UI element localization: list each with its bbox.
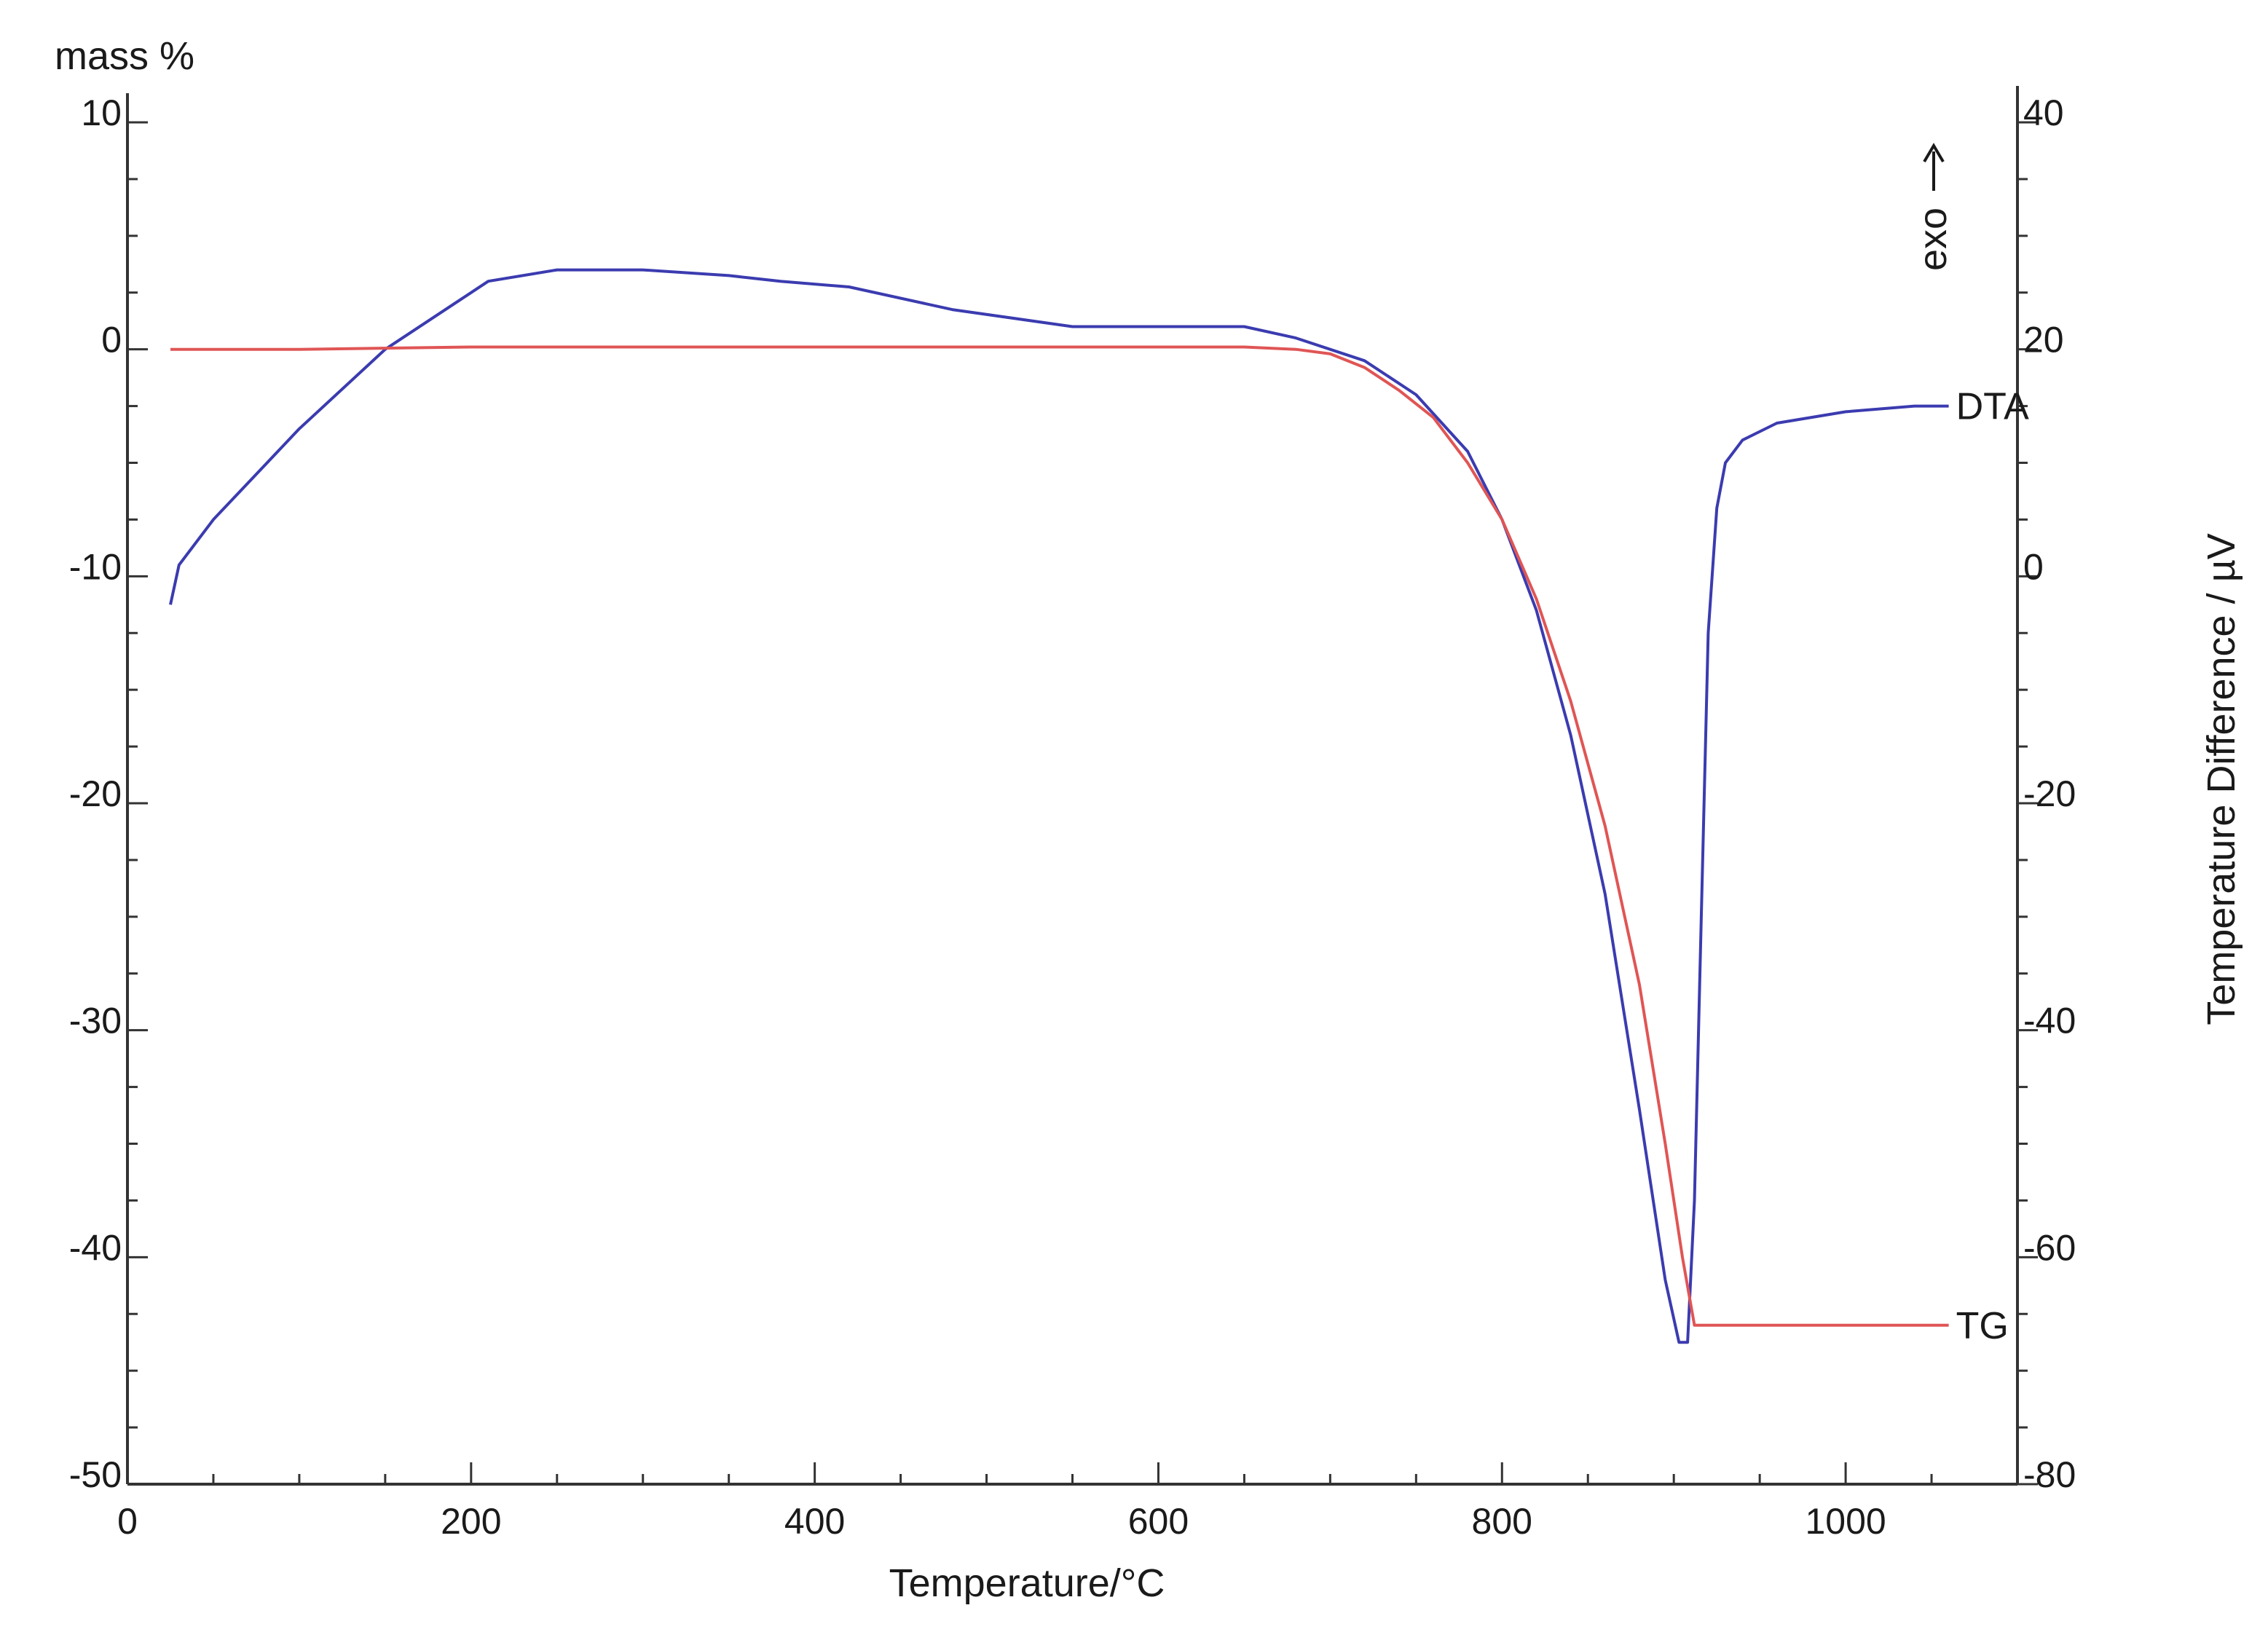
x-axis-label: Temperature/°C — [889, 1561, 1165, 1605]
series-layer: DTA TG — [169, 268, 2029, 1347]
y-left-tick-label: -10 — [69, 546, 122, 587]
tg-series-label: TG — [1956, 1305, 2009, 1347]
x-tick-label: 1000 — [1805, 1501, 1886, 1542]
x-tick-label: 200 — [441, 1501, 501, 1542]
x-tick-label: 600 — [1128, 1501, 1189, 1542]
x-tick-label: 400 — [784, 1501, 845, 1542]
x-ticks: 0 200 400 600 800 1000 — [117, 1462, 2019, 1542]
x-tick-label: 800 — [1472, 1501, 1532, 1542]
y-right-tick-label: -20 — [2023, 773, 2076, 814]
y-right-ticks: 40 20 0 -20 -40 -60 -80 — [2017, 92, 2076, 1495]
y-right-tick-label: -60 — [2023, 1227, 2076, 1268]
axes — [126, 86, 2019, 1486]
y-left-tick-label: 0 — [101, 320, 122, 360]
y-left-label: mass % — [55, 34, 194, 78]
y-left-ticks: 10 0 -10 -20 -30 -40 -50 — [69, 92, 148, 1495]
exo-arrow-head — [1923, 143, 1945, 163]
exo-annotation: exo — [1911, 143, 1955, 271]
y-right-tick-label: 20 — [2023, 320, 2064, 360]
y-left-tick-label: -30 — [69, 1001, 122, 1041]
y-right-tick-label: -80 — [2023, 1454, 2076, 1495]
y-right-tick-label: -40 — [2023, 1001, 2076, 1041]
y-right-tick-label: 40 — [2023, 92, 2064, 133]
y-left-tick-label: -20 — [69, 773, 122, 814]
dta-series-label: DTA — [1956, 386, 2029, 428]
y-right-label: Temperature Difference / µV — [2200, 533, 2243, 1025]
y-right-tick-label: 0 — [2023, 546, 2044, 587]
exo-label: exo — [1911, 208, 1955, 271]
dta-line — [169, 268, 1949, 1344]
x-tick-label: 0 — [117, 1501, 138, 1542]
y-left-tick-label: -50 — [69, 1454, 122, 1495]
tg-line — [170, 345, 1949, 1327]
y-left-tick-label: -40 — [69, 1227, 122, 1268]
y-left-tick-label: 10 — [81, 92, 122, 133]
